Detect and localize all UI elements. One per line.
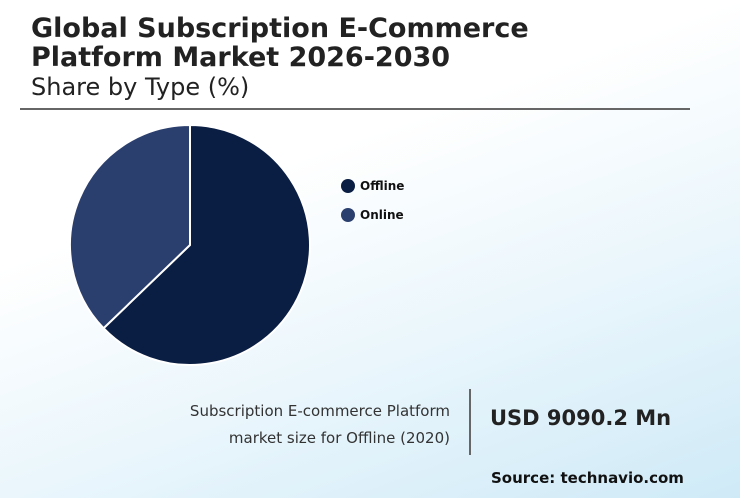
legend-label: Online [360,208,404,222]
pie-slice-online [69,123,191,330]
title-line-1: Global Subscription E-Commerce [31,13,529,44]
description-line-1: Subscription E-commerce Platform [189,402,450,420]
description-line-2: market size for Offline (2020) [228,429,450,447]
legend-item-offline: Offline [341,168,404,204]
highlight-value: USD 9090.2 Mn [490,406,672,430]
highlight-description: Subscription E-commerce Platform market … [190,398,450,452]
header-divider [20,108,690,110]
legend-label: Offline [360,179,405,193]
highlight-divider [469,389,471,455]
legend-item-online: Online [341,197,404,233]
legend: Offline Online [341,175,404,233]
chart-title: Global Subscription E-Commerce Platform … [31,14,529,72]
chart-subtitle: Share by Type (%) [31,73,250,101]
pie-slice-offline [102,123,311,366]
title-line-2: Platform Market 2026-2030 [31,42,451,73]
legend-swatch [341,179,355,193]
legend-swatch [341,208,355,222]
source-label: Source: technavio.com [491,469,684,487]
